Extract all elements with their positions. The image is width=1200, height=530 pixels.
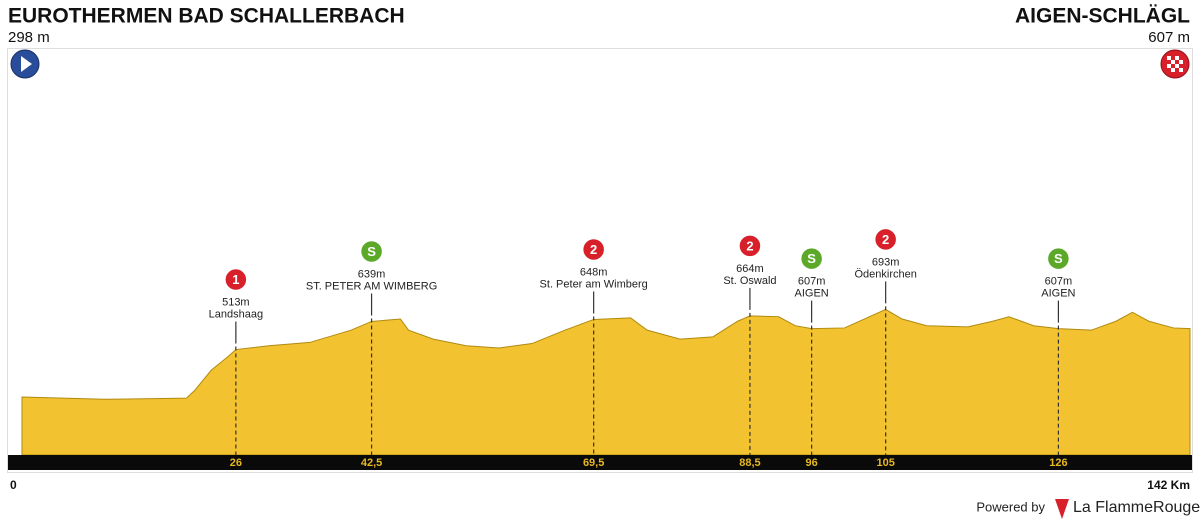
climb-altitude: 513m [222, 296, 250, 308]
finish-name: AIGEN-SCHLÄGL [1015, 5, 1190, 28]
climb-km: 42,5 [361, 457, 382, 469]
climb-badge [581, 237, 606, 262]
climb-km: 26 [230, 457, 242, 469]
climb-name: St. Oswald [723, 275, 776, 287]
climb-altitude: 639m [358, 268, 386, 280]
climb-badge [224, 267, 248, 292]
x-tick-label: 142 Km [1147, 478, 1190, 492]
km-bar [8, 455, 1192, 470]
climb-category: S [1054, 251, 1063, 266]
climb-name: St. Peter am Wimberg [540, 278, 648, 290]
climb-name: AIGEN [1041, 288, 1075, 300]
climb-badge [1046, 246, 1071, 271]
climb-badge [873, 227, 898, 252]
climb-altitude: 607m [798, 276, 826, 288]
powered-by: Powered by [976, 499, 1045, 514]
climb-km: 69,5 [583, 457, 604, 469]
climb-altitude: 607m [1045, 276, 1073, 288]
climb-name: AIGEN [795, 288, 829, 300]
climb-category: S [807, 251, 816, 266]
brand-logo [1055, 499, 1069, 519]
climb-name: Landshaag [209, 308, 263, 320]
x-tick-label: 0 [10, 478, 17, 492]
climb-altitude: 693m [872, 256, 900, 268]
climb-badge [359, 239, 384, 264]
start-altitude: 298 m [8, 29, 50, 46]
climb-category: S [367, 244, 376, 259]
brand-name: La FlammeRouge [1073, 499, 1200, 516]
climb-badge [799, 246, 824, 271]
climb-altitude: 648m [580, 266, 608, 278]
finish-flag [1167, 56, 1183, 72]
start-name: EUROTHERMEN BAD SCHALLERBACH [8, 5, 405, 28]
climb-km: 105 [876, 457, 894, 469]
climb-badge [738, 234, 762, 258]
climb-category: 2 [882, 232, 889, 247]
climb-category: 2 [746, 238, 753, 253]
climb-name: ST. PETER AM WIMBERG [306, 280, 437, 292]
climb-km: 96 [806, 457, 818, 469]
climb-km: 126 [1049, 457, 1067, 469]
finish-altitude: 607 m [1148, 29, 1190, 46]
start-icon-arrow [21, 56, 32, 72]
profile-area [21, 308, 1191, 456]
climb-name: Ödenkirchen [854, 268, 916, 280]
frame [7, 48, 1193, 473]
climb-altitude: 664m [736, 263, 764, 275]
climb-category: 1 [232, 272, 239, 287]
climb-category: 2 [590, 242, 597, 257]
climb-km: 88,5 [739, 457, 760, 469]
